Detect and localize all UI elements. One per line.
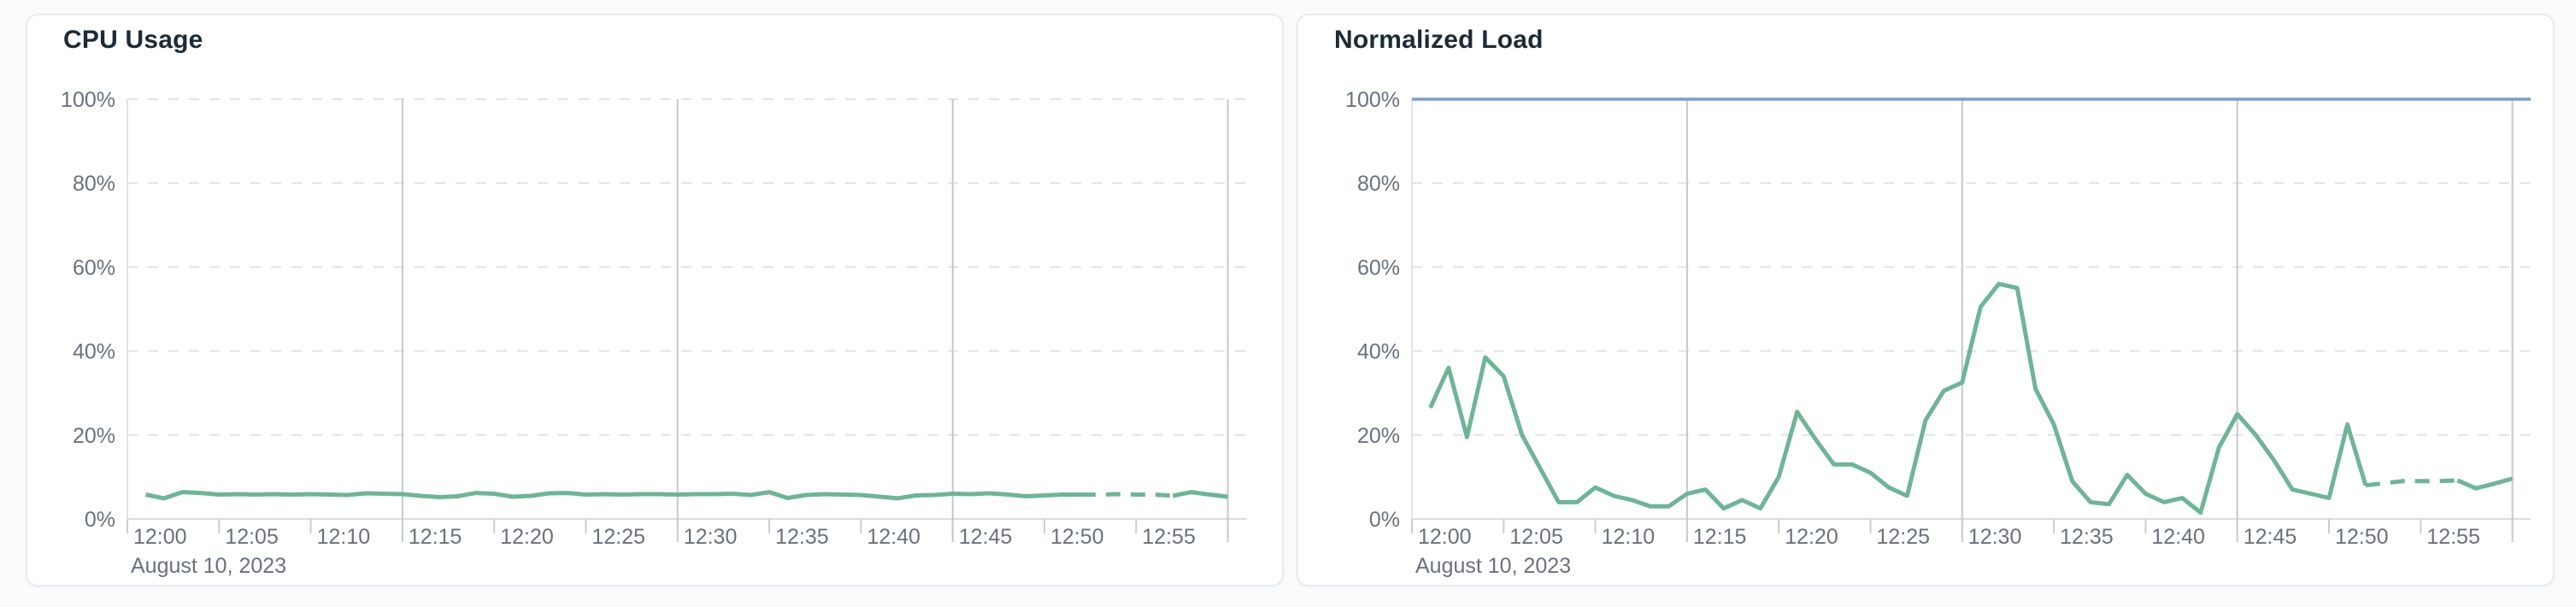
y-tick-label: 20% [73,424,115,448]
y-tick-label: 100% [1345,88,1400,112]
x-tick-label: 12:55 [1142,525,1196,549]
y-tick-label: 0% [85,508,115,532]
y-tick-label: 20% [1357,424,1400,448]
x-tick-label: 12:30 [684,525,738,549]
x-tick-label: 12:35 [2060,525,2114,549]
series-line-dashed-segment[interactable] [1080,492,1173,498]
x-tick-label: 12:20 [1785,525,1838,549]
series-line-solid-end[interactable] [1172,490,1228,499]
x-tick-label: 12:30 [1968,525,2022,549]
date-label: August 10, 2023 [1415,554,1571,578]
x-tick-label: 12:05 [225,525,279,549]
x-tick-label: 12:15 [1693,525,1747,549]
series-line-solid-start[interactable] [144,490,1081,501]
x-tick-label: 12:55 [2426,525,2480,549]
normalized-load-card: Normalized Load 0% 20% 40% 60% 80% 100% 12:00 1… [1297,14,2555,586]
y-tick-label: 80% [73,172,115,196]
y-tick-label: 0% [1369,508,1400,532]
x-tick-label: 12:40 [867,525,920,549]
series-line-solid-start[interactable] [1428,281,2368,516]
y-tick-label: 40% [1357,340,1400,364]
y-tick-label: 60% [1357,256,1400,280]
series-line-solid-end[interactable] [2456,476,2514,491]
x-tick-label: 12:00 [1418,525,1472,549]
cpu-usage-chart-title: CPU Usage [63,26,203,54]
normalized-load-chart-title: Normalized Load [1334,26,1544,54]
date-label: August 10, 2023 [131,554,286,578]
series-line-dashed-segment[interactable] [2365,478,2458,488]
x-tick-label: 12:45 [959,525,1013,549]
normalized-load-chart[interactable]: 0% 20% 40% 60% 80% 100% 12:00 12:05 12:10 12:15 12… [1298,15,2553,585]
x-tick-label: 12:50 [2335,525,2389,549]
x-tick-label: 12:10 [317,525,371,549]
x-tick-label: 12:40 [2151,525,2205,549]
x-tick-label: 12:00 [133,525,187,549]
y-tick-label: 80% [1357,172,1400,196]
x-tick-label: 12:10 [1602,525,1656,549]
x-tick-label: 12:05 [1509,525,1563,549]
y-tick-label: 100% [61,88,115,112]
x-tick-label: 12:15 [409,525,462,549]
x-tick-label: 12:25 [1877,525,1931,549]
cpu-usage-card: CPU Usage 0% 20% 40% 60% 80% 100% 12:00 12:05 12… [26,14,1284,586]
x-tick-label: 12:25 [592,525,646,549]
y-tick-label: 40% [73,340,115,364]
x-tick-label: 12:45 [2244,525,2297,549]
y-tick-label: 60% [73,256,115,280]
cpu-usage-chart[interactable]: 0% 20% 40% 60% 80% 100% 12:00 12:05 12:10 12:15 12… [27,15,1282,585]
x-tick-label: 12:20 [500,525,554,549]
x-tick-label: 12:50 [1050,525,1104,549]
x-tick-label: 12:35 [775,525,829,549]
